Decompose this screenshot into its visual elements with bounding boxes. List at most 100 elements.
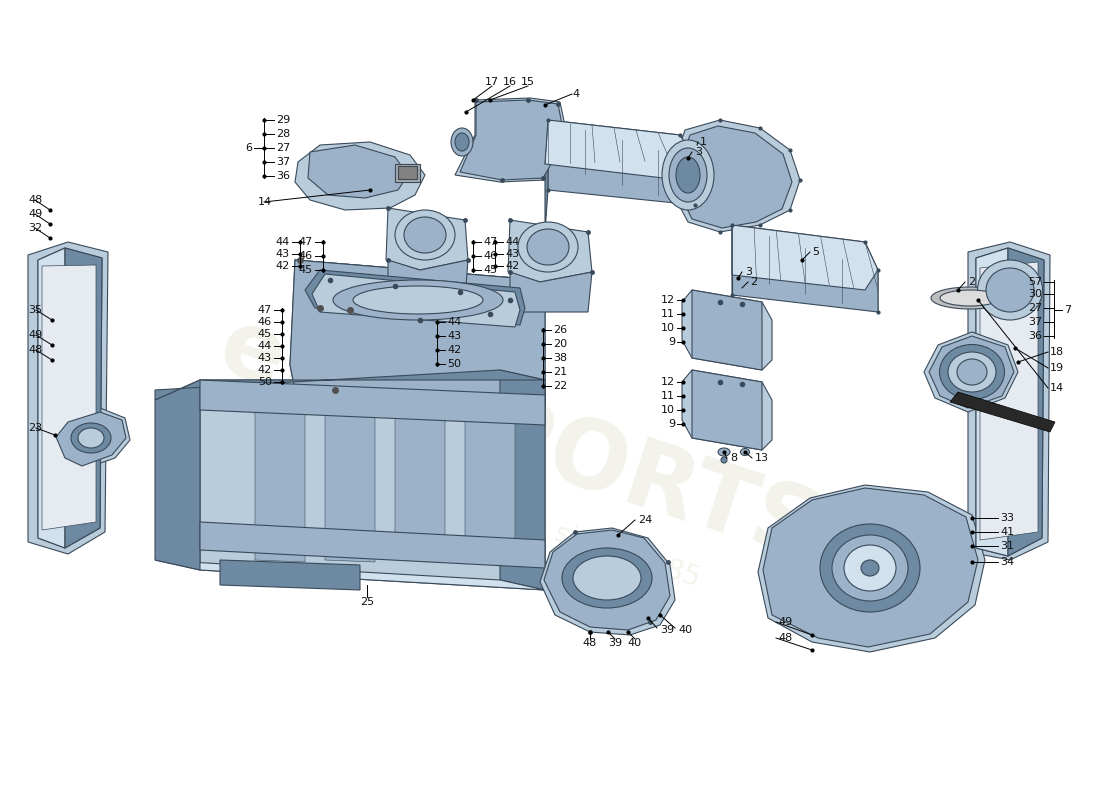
Ellipse shape [562,548,652,608]
Text: 3: 3 [695,147,702,157]
Polygon shape [682,290,772,370]
Polygon shape [295,260,544,320]
Text: 35: 35 [28,305,42,315]
Text: 25: 25 [360,597,374,607]
Polygon shape [295,142,425,210]
Polygon shape [950,392,1055,432]
Text: 22: 22 [553,381,568,391]
Polygon shape [290,260,544,405]
Ellipse shape [72,423,111,453]
Text: 33: 33 [1000,513,1014,523]
Polygon shape [200,380,544,590]
Polygon shape [155,380,200,570]
Ellipse shape [404,217,446,253]
Text: 5: 5 [812,247,820,257]
Text: 31: 31 [1000,541,1014,551]
Polygon shape [395,164,420,182]
Polygon shape [510,272,592,312]
Ellipse shape [832,535,908,601]
Text: 37: 37 [276,157,290,167]
Ellipse shape [940,290,1000,306]
Text: 43: 43 [276,249,290,259]
Text: 47: 47 [299,237,314,247]
Text: 2: 2 [968,277,975,287]
Text: 47: 47 [257,305,272,315]
Polygon shape [508,220,592,282]
Polygon shape [200,522,544,568]
Ellipse shape [861,560,879,576]
Ellipse shape [455,133,469,151]
Text: 45: 45 [483,265,497,275]
Text: 17: 17 [485,77,499,87]
Polygon shape [155,370,544,400]
Text: 48: 48 [28,345,42,355]
Ellipse shape [820,524,920,612]
Ellipse shape [451,128,473,156]
Text: 6: 6 [245,143,252,153]
Polygon shape [324,400,375,562]
Text: 11: 11 [661,391,675,401]
Text: 45: 45 [299,265,314,275]
Polygon shape [155,560,544,590]
Text: 48: 48 [778,633,792,643]
Polygon shape [692,290,762,370]
Text: 18: 18 [1050,347,1064,357]
Polygon shape [544,530,670,630]
Polygon shape [540,528,675,635]
Polygon shape [465,400,515,562]
Polygon shape [544,120,695,180]
Text: 27: 27 [1027,303,1042,313]
Text: 49: 49 [778,617,792,627]
Polygon shape [732,225,878,312]
Polygon shape [42,265,96,530]
Text: 30: 30 [1028,289,1042,299]
Ellipse shape [931,287,1009,309]
Ellipse shape [957,359,987,385]
Text: 43: 43 [447,331,461,341]
Text: 16: 16 [503,77,517,87]
Polygon shape [758,485,984,652]
Text: 50: 50 [447,359,461,369]
Text: 57: 57 [1027,277,1042,287]
Ellipse shape [986,268,1034,312]
Polygon shape [732,225,878,290]
Text: 42: 42 [447,345,461,355]
Polygon shape [388,260,467,300]
Text: 36: 36 [276,171,290,181]
Polygon shape [395,400,446,562]
Polygon shape [398,166,417,179]
Polygon shape [56,412,126,466]
Text: eto SPORTS: eto SPORTS [208,300,832,580]
Polygon shape [255,400,305,562]
Polygon shape [500,370,544,590]
Ellipse shape [662,140,714,210]
Text: 38: 38 [553,353,568,363]
Polygon shape [39,248,102,548]
Text: 46: 46 [257,317,272,327]
Text: 47: 47 [483,237,497,247]
Polygon shape [65,248,102,548]
Text: 27: 27 [276,143,290,153]
Text: 48: 48 [583,638,597,648]
Text: 26: 26 [553,325,568,335]
Text: 36: 36 [1028,331,1042,341]
Polygon shape [976,248,1044,556]
Polygon shape [460,100,565,180]
Text: 39: 39 [660,625,674,635]
Text: 24: 24 [638,515,652,525]
Polygon shape [305,270,525,325]
Text: 20: 20 [553,339,568,349]
Ellipse shape [78,428,104,448]
Text: 45: 45 [257,329,272,339]
Text: 1: 1 [700,137,707,147]
Ellipse shape [676,157,700,193]
Text: 40: 40 [628,638,642,648]
Polygon shape [682,370,772,450]
Ellipse shape [333,280,503,320]
Polygon shape [692,370,762,450]
Polygon shape [678,126,792,228]
Text: 21: 21 [553,367,568,377]
Text: 2: 2 [750,277,757,287]
Ellipse shape [844,545,896,591]
Text: 3: 3 [745,267,752,277]
